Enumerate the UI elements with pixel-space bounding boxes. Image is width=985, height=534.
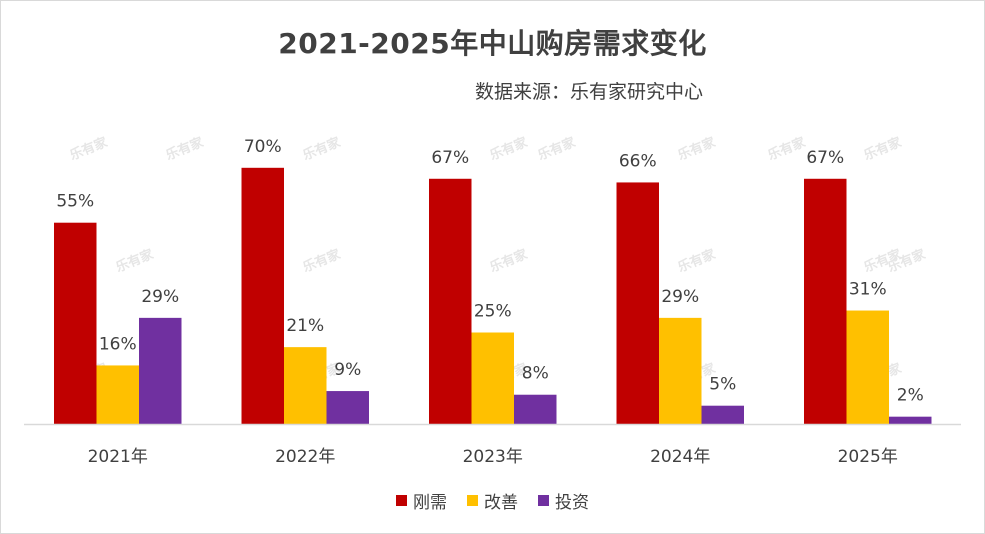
bar-刚需-2025年 <box>804 178 847 424</box>
watermark-12: 乐有家 <box>862 134 905 164</box>
watermark-15: 乐有家 <box>164 134 207 164</box>
data-label-投资-2025年: 2% <box>897 386 924 406</box>
legend-swatch-投资 <box>538 495 549 506</box>
legend: 刚需 改善 投资 <box>0 488 985 513</box>
watermark-10: 乐有家 <box>676 246 719 276</box>
x-tick-label-2023年: 2023年 <box>463 447 523 467</box>
data-label-改善-2022年: 21% <box>286 316 324 336</box>
data-label-投资-2022年: 9% <box>334 360 361 380</box>
x-tick-label-2024年: 2024年 <box>650 447 710 467</box>
data-labels-layer: 55% 16% 29% 70% 21% 9% 67% 25% 8% 66% 29% 5% 67% 31% 2… <box>56 137 923 406</box>
bar-投资-2024年 <box>701 405 744 424</box>
bar-刚需-2023年 <box>429 178 472 424</box>
legend-swatch-刚需 <box>396 495 407 506</box>
chart-title: 2021-2025年中山购房需求变化 <box>278 27 707 60</box>
x-tick-label-2025年: 2025年 <box>838 447 898 467</box>
watermark-7: 乐有家 <box>488 246 531 276</box>
bar-改善-2025年 <box>846 310 889 424</box>
legend-item-刚需: 刚需 <box>396 488 447 513</box>
watermark-4: 乐有家 <box>301 246 344 276</box>
watermark-3: 乐有家 <box>301 134 344 164</box>
data-label-刚需-2025年: 67% <box>806 148 844 168</box>
data-label-投资-2021年: 29% <box>141 287 179 307</box>
watermark-16: 乐有家 <box>536 134 579 164</box>
data-label-投资-2024年: 5% <box>709 375 736 395</box>
data-label-改善-2025年: 31% <box>849 280 887 300</box>
data-label-刚需-2023年: 67% <box>431 148 469 168</box>
chart-source: 数据来源：乐有家研究中心 <box>474 81 703 103</box>
legend-item-投资: 投资 <box>538 488 589 513</box>
data-label-投资-2023年: 8% <box>522 364 549 384</box>
bars-layer <box>54 167 932 425</box>
bar-刚需-2022年 <box>241 167 284 425</box>
watermark-0: 乐有家 <box>68 134 111 164</box>
data-label-改善-2021年: 16% <box>99 334 137 354</box>
legend-item-改善: 改善 <box>467 488 518 513</box>
watermark-1: 乐有家 <box>114 246 157 276</box>
legend-label-刚需: 刚需 <box>413 493 447 513</box>
legend-label-投资: 投资 <box>555 493 589 513</box>
x-tick-labels-layer: 2021年 2022年 2023年 2024年 2025年 <box>88 447 898 467</box>
bar-投资-2023年 <box>514 394 557 424</box>
x-tick-label-2022年: 2022年 <box>275 447 335 467</box>
watermark-6: 乐有家 <box>488 134 531 164</box>
data-label-刚需-2024年: 66% <box>619 151 657 171</box>
bar-刚需-2024年 <box>616 182 659 424</box>
data-label-改善-2023年: 25% <box>474 302 512 322</box>
bar-改善-2023年 <box>471 332 514 424</box>
bar-改善-2024年 <box>659 317 702 424</box>
watermark-9: 乐有家 <box>676 134 719 164</box>
bar-改善-2022年 <box>284 347 327 424</box>
bar-投资-2025年 <box>889 416 932 424</box>
bar-改善-2021年 <box>96 365 139 424</box>
data-label-改善-2024年: 29% <box>661 287 699 307</box>
data-label-刚需-2022年: 70% <box>244 137 282 157</box>
data-label-刚需-2021年: 55% <box>56 192 94 212</box>
x-tick-label-2021年: 2021年 <box>88 447 148 467</box>
legend-label-改善: 改善 <box>484 493 518 513</box>
legend-swatch-改善 <box>467 495 478 506</box>
bar-投资-2021年 <box>139 317 182 424</box>
bar-刚需-2021年 <box>54 222 97 424</box>
bar-投资-2022年 <box>326 391 369 424</box>
watermark-17: 乐有家 <box>766 134 809 164</box>
